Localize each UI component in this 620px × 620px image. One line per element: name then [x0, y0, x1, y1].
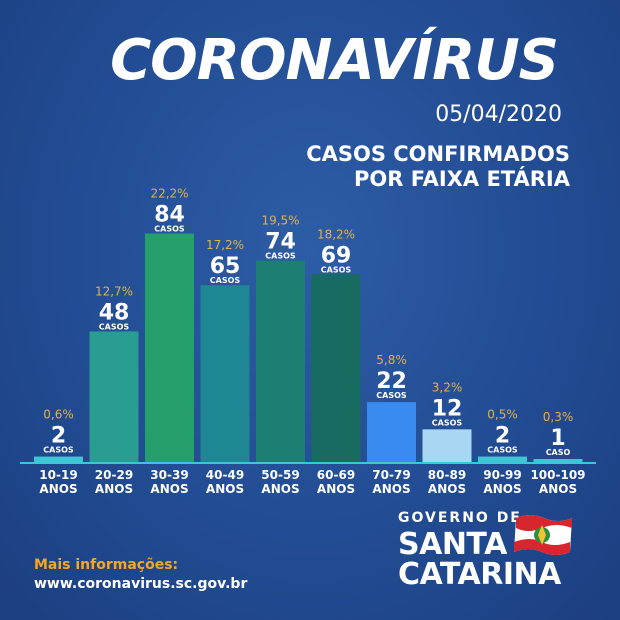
page-title: CORONAVÍRUS — [110, 28, 559, 93]
bar-value-label: 65 — [210, 254, 241, 279]
bar-unit-label: CASO — [546, 448, 571, 457]
bar-percent-label: 22,2% — [150, 187, 188, 201]
subtitle-line-2: POR FAIXA ETÁRIA — [353, 167, 570, 191]
x-tick-unit: ANOS — [95, 482, 133, 496]
x-tick-unit: ANOS — [39, 482, 77, 496]
bar-percent-label: 0,6% — [43, 408, 74, 422]
x-tick-unit: ANOS — [539, 482, 577, 496]
bar-percent-label: 17,2% — [206, 238, 244, 252]
santa-catarina-flag-icon — [514, 515, 572, 555]
x-tick-label: 10-19 — [39, 468, 77, 482]
logo-santa: SANTA — [398, 527, 507, 562]
subtitle-line-1: CASOS CONFIRMADOS — [306, 142, 570, 166]
x-tick-label: 40-49 — [206, 468, 244, 482]
bar — [311, 274, 361, 462]
more-info-link[interactable]: www.coronavirus.sc.gov.br — [34, 576, 248, 592]
x-tick-label: 50-59 — [261, 468, 299, 482]
x-tick-label: 100-109 — [530, 468, 585, 482]
bar — [422, 429, 472, 462]
bar-value-label: 12 — [432, 396, 463, 421]
bar-value-label: 48 — [99, 300, 130, 325]
bar — [200, 285, 250, 462]
x-tick-label: 60-69 — [317, 468, 355, 482]
logo-catarina: CATARINA — [398, 557, 561, 592]
bar-percent-label: 3,2% — [432, 380, 463, 394]
bar-value-label: 22 — [376, 369, 407, 394]
bar-unit-label: CASOS — [376, 391, 407, 400]
x-tick-unit: ANOS — [317, 482, 355, 496]
bar-unit-label: CASOS — [487, 446, 518, 455]
bar-unit-label: CASOS — [43, 446, 74, 455]
x-tick-unit: ANOS — [206, 482, 244, 496]
bar-value-label: 74 — [265, 230, 296, 255]
x-tick-unit: ANOS — [150, 482, 188, 496]
bar-value-label: 2 — [495, 424, 510, 449]
bar-percent-label: 0,5% — [487, 408, 518, 422]
x-tick-unit: ANOS — [428, 482, 466, 496]
bar — [256, 260, 305, 462]
bar — [478, 456, 527, 462]
x-tick-unit: ANOS — [261, 482, 299, 496]
bar-value-label: 84 — [154, 203, 185, 228]
bar-unit-label: CASOS — [321, 265, 352, 274]
bar-percent-label: 5,8% — [376, 353, 407, 367]
bar — [89, 331, 139, 462]
x-tick-label: 70-79 — [372, 468, 410, 482]
bar-unit-label: CASOS — [265, 252, 296, 261]
bar — [145, 233, 194, 462]
bar-chart: 2CASOS0,6%10-19ANOS48CASOS12,7%20-29ANOS… — [20, 186, 596, 496]
bar-percent-label: 0,3% — [543, 410, 574, 424]
bar-value-label: 2 — [51, 424, 66, 449]
logo-governo-de: GOVERNO DE — [398, 510, 522, 526]
more-info: Mais informações: www.coronavirus.sc.gov… — [34, 556, 247, 594]
bar — [367, 402, 416, 462]
bar — [34, 456, 83, 462]
bar-value-label: 1 — [550, 426, 565, 451]
x-tick-unit: ANOS — [372, 482, 410, 496]
bar-percent-label: 12,7% — [95, 284, 133, 298]
bar-percent-label: 18,2% — [317, 227, 355, 241]
government-logo: GOVERNO DE SANTA CATARINA — [398, 510, 588, 594]
chart-subtitle: CASOS CONFIRMADOS POR FAIXA ETÁRIA — [306, 142, 570, 192]
x-tick-label: 90-99 — [483, 468, 521, 482]
bar-unit-label: CASOS — [210, 276, 241, 285]
x-tick-label: 20-29 — [95, 468, 133, 482]
x-tick-label: 80-89 — [428, 468, 466, 482]
more-info-label: Mais informações: — [34, 557, 179, 573]
x-tick-unit: ANOS — [483, 482, 521, 496]
bar-unit-label: CASOS — [99, 322, 130, 331]
bar-percent-label: 19,5% — [261, 214, 299, 228]
bar-value-label: 69 — [321, 243, 352, 268]
bar-unit-label: CASOS — [432, 418, 463, 427]
x-tick-label: 30-39 — [150, 468, 188, 482]
date-label: 05/04/2020 — [435, 102, 562, 127]
bar — [533, 459, 583, 462]
bar-unit-label: CASOS — [154, 225, 185, 234]
